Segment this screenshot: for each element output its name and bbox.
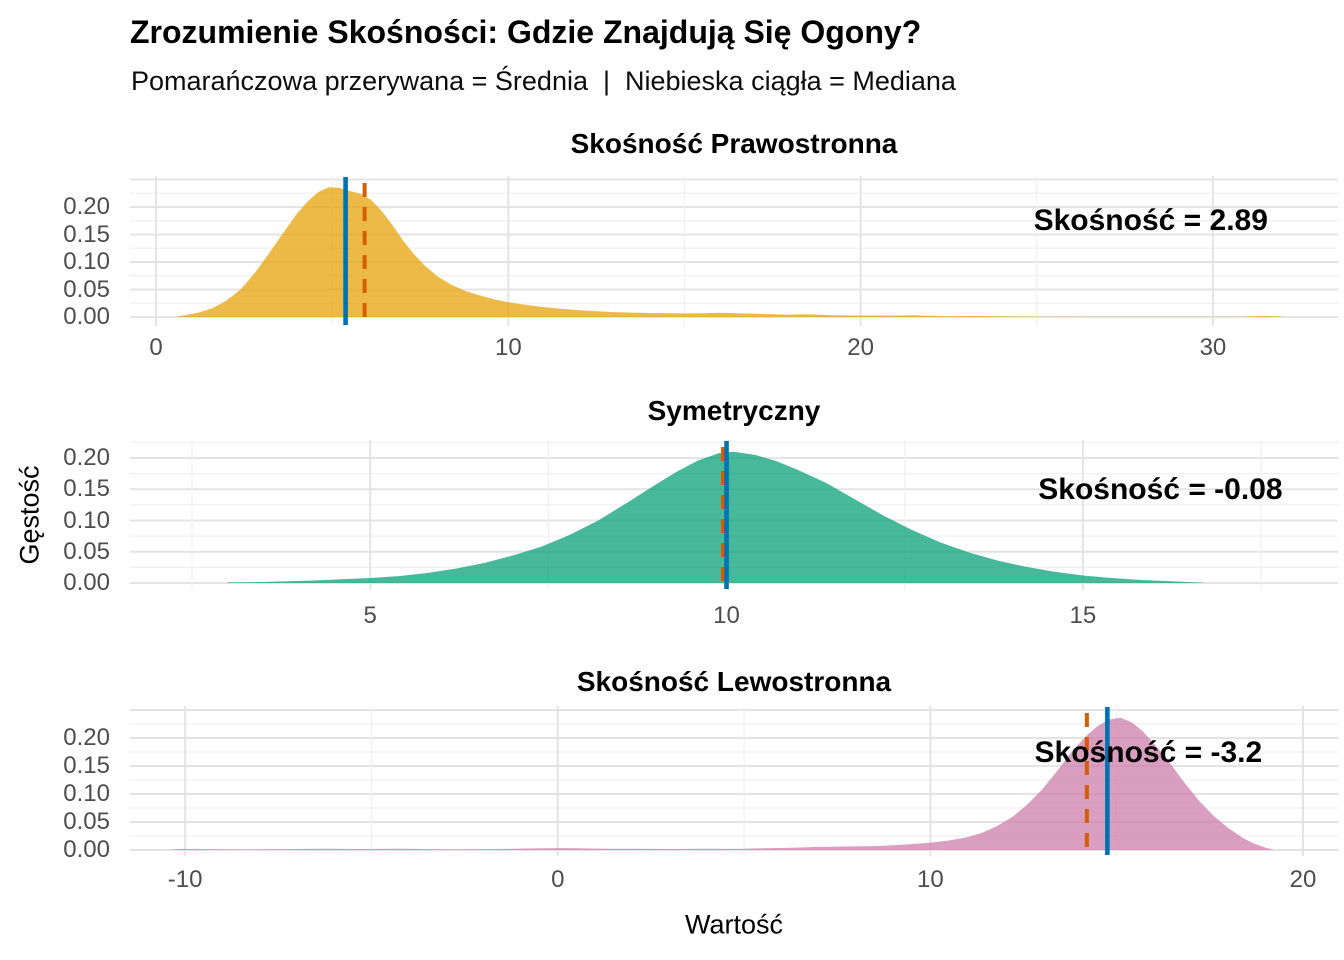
panel-3-title: Skośność Lewostronna bbox=[576, 666, 892, 697]
y-tick-label: 0.05 bbox=[63, 808, 110, 835]
y-tick-label: 0.10 bbox=[63, 248, 110, 275]
y-tick-label: 0.05 bbox=[63, 275, 110, 303]
y-tick-label: 0.15 bbox=[63, 220, 110, 248]
x-tick-label: 10 bbox=[917, 866, 944, 893]
panel-1-title: Skośność Prawostronna bbox=[570, 128, 898, 159]
x-tick-label: 10 bbox=[494, 334, 522, 361]
x-tick-label: -10 bbox=[167, 866, 203, 893]
skewness-annotation: Skośność = -3.2 bbox=[1034, 735, 1263, 769]
x-tick-label: 0 bbox=[149, 334, 163, 361]
panel-1-plot bbox=[130, 176, 1338, 326]
y-tick-label: 0.10 bbox=[63, 506, 110, 534]
y-tick-label: 0.10 bbox=[63, 780, 110, 807]
y-tick-label: 0.00 bbox=[63, 569, 110, 596]
x-tick-label: 30 bbox=[1199, 334, 1227, 361]
x-tick-label: 0 bbox=[551, 866, 565, 893]
density-area bbox=[170, 717, 1274, 850]
y-axis-title: Gęstość bbox=[14, 465, 45, 565]
density-area bbox=[177, 187, 1284, 317]
panel-2-plot bbox=[130, 440, 1338, 590]
y-tick-label: 0.15 bbox=[63, 752, 110, 779]
x-axis-title: Wartość bbox=[684, 909, 784, 940]
y-tick-label: 0.20 bbox=[63, 724, 110, 751]
x-tick-label: 5 bbox=[363, 602, 377, 629]
y-tick-label: 0.00 bbox=[63, 836, 110, 863]
x-tick-label: 20 bbox=[847, 334, 874, 361]
y-tick-label: 0.20 bbox=[63, 444, 110, 471]
y-tick-label: 0.00 bbox=[63, 303, 110, 330]
x-tick-label: 10 bbox=[713, 602, 740, 629]
y-tick-label: 0.20 bbox=[63, 193, 110, 220]
y-tick-label: 0.05 bbox=[63, 537, 110, 565]
panel-3-plot bbox=[130, 706, 1338, 856]
plot-subtitle: Pomarańczowa przerywana = Średnia | Nieb… bbox=[131, 66, 956, 96]
panel-2-title: Symetryczny bbox=[647, 395, 821, 426]
density-area bbox=[227, 451, 1205, 583]
skewness-annotation: Skośność = -0.08 bbox=[1038, 472, 1283, 506]
x-tick-label: 20 bbox=[1289, 866, 1317, 893]
skewness-annotation: Skośność = 2.89 bbox=[1033, 204, 1268, 237]
x-tick-label: 15 bbox=[1069, 602, 1097, 629]
plot-title: Zrozumienie Skośności: Gdzie Znajdują Si… bbox=[130, 14, 922, 50]
y-tick-label: 0.15 bbox=[63, 475, 110, 503]
